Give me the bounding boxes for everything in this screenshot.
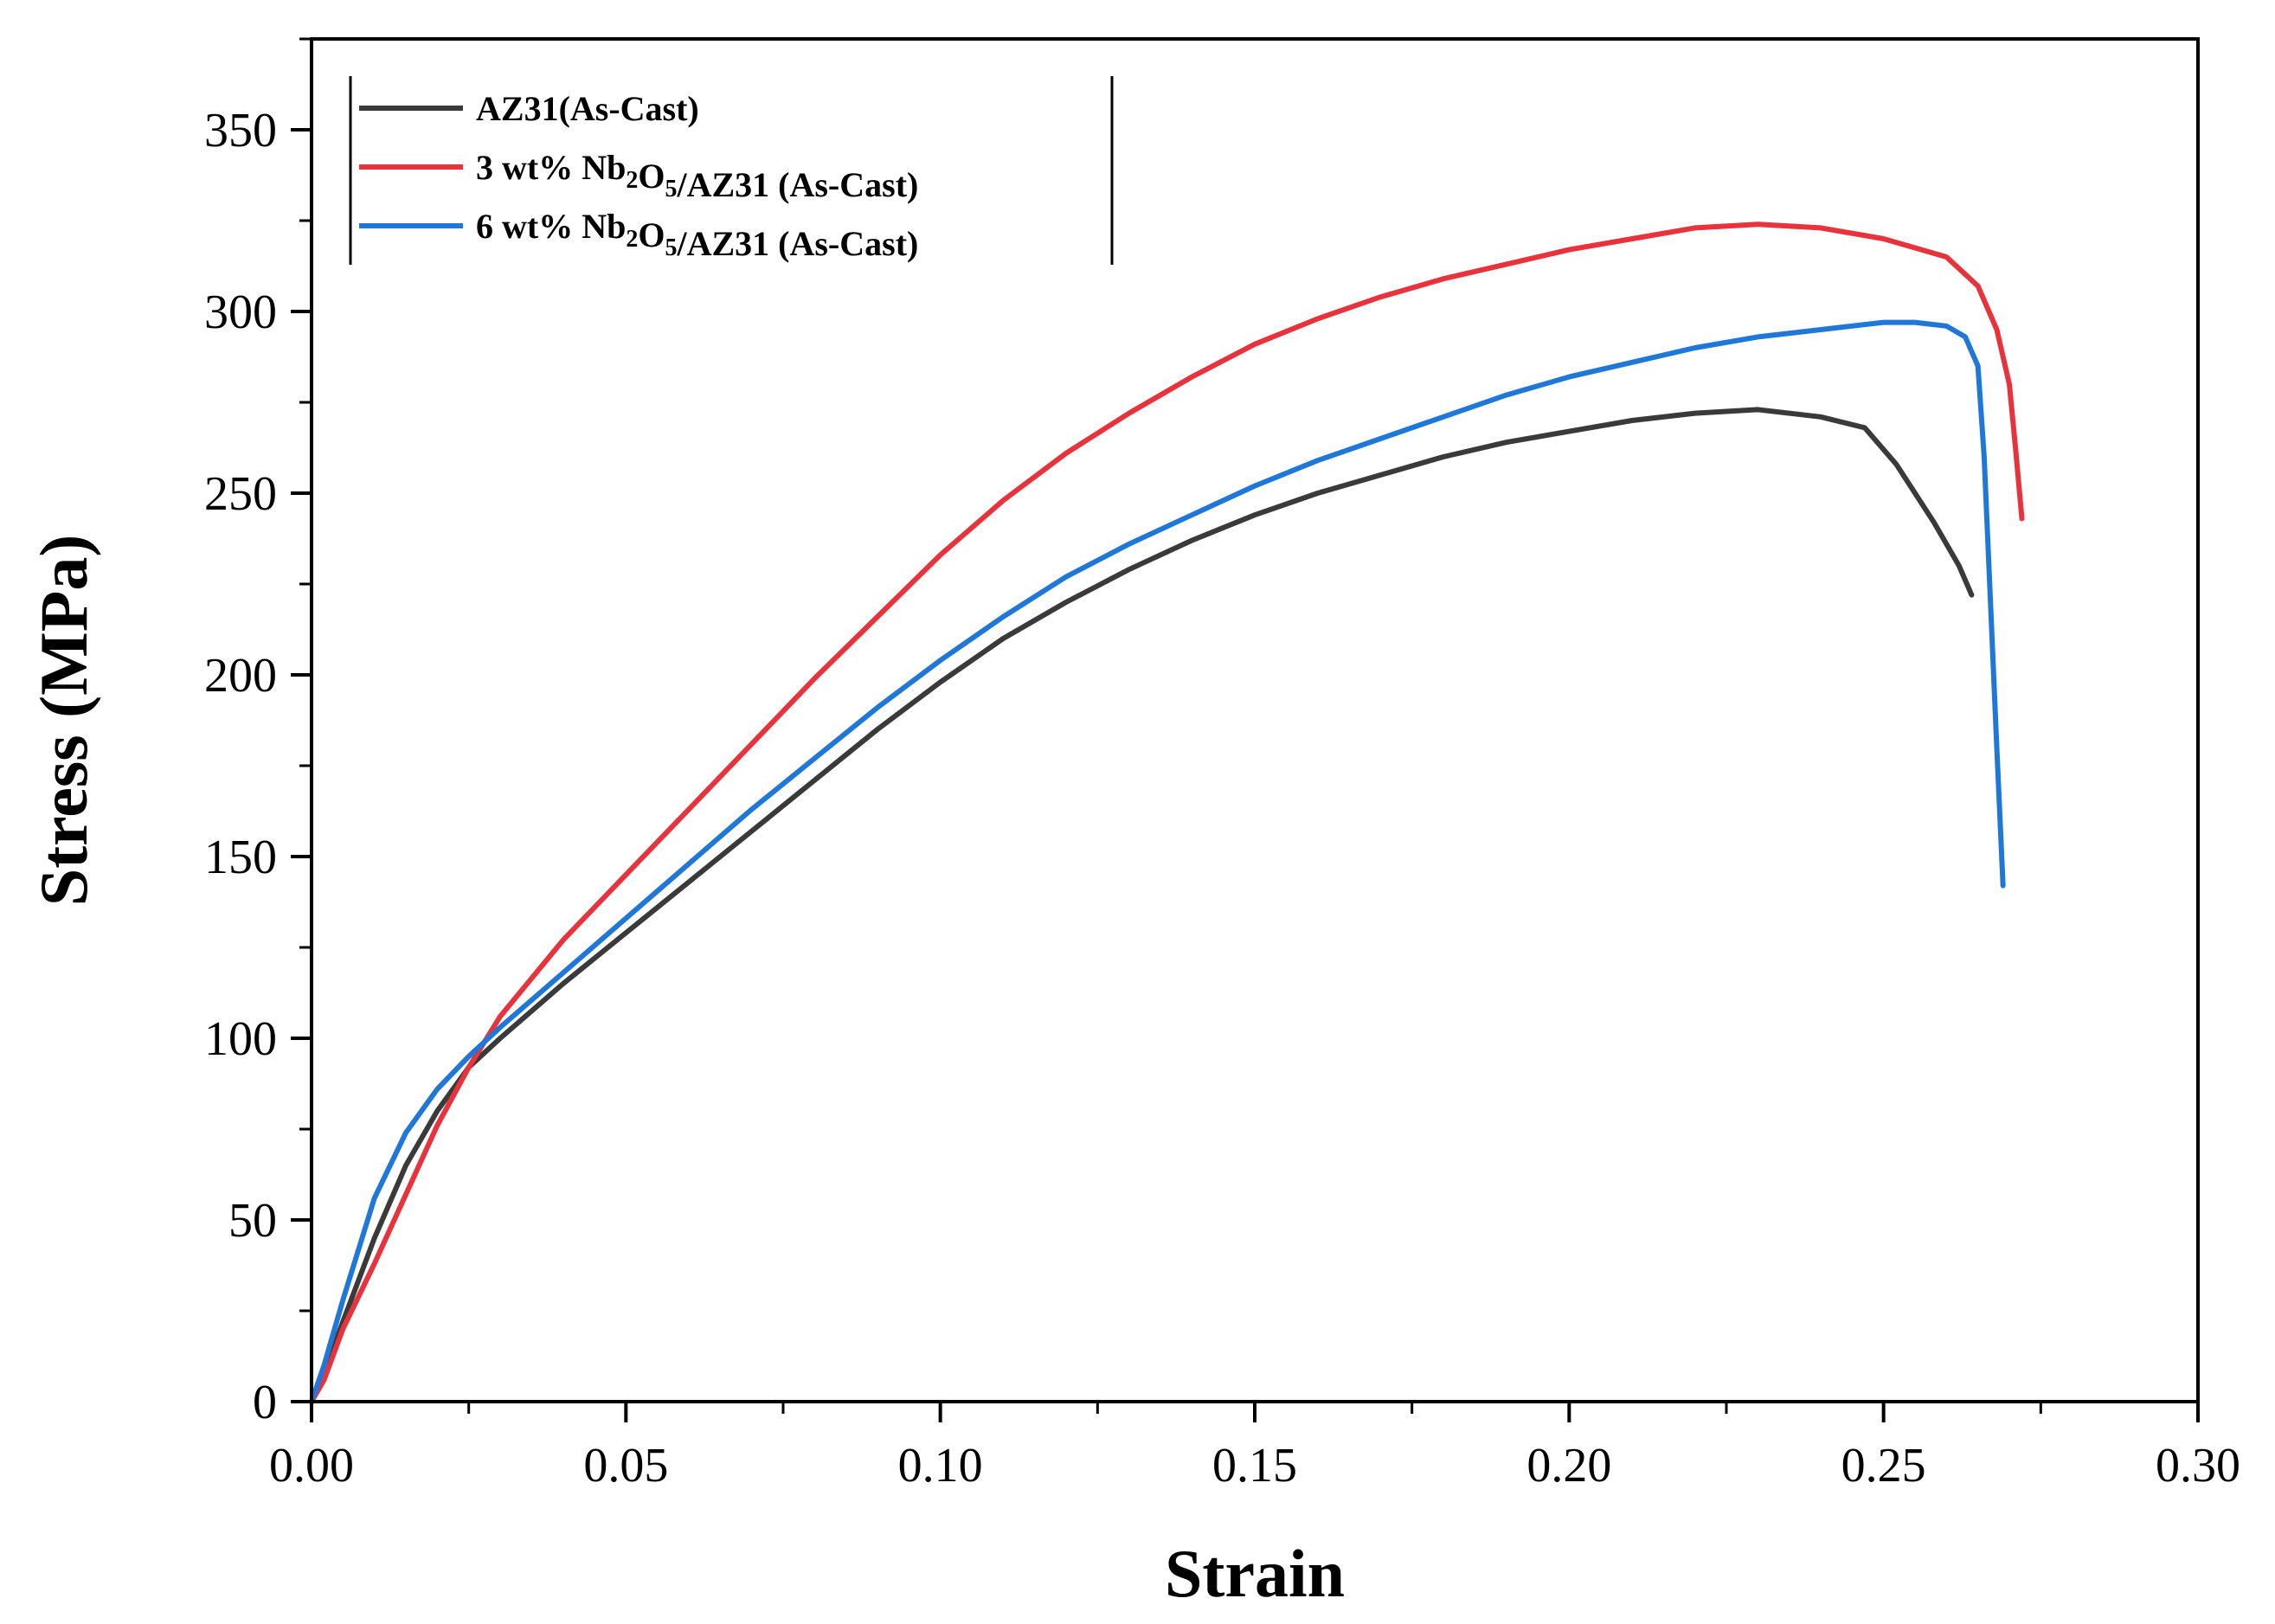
series-line-3 [309, 319, 2006, 1404]
legend-subscript: 5 [665, 234, 677, 261]
legend-text-part: AZ31(As-Cast) [476, 89, 699, 128]
legend-label-2: 3 wt% Nb2O5/AZ31 (As-Cast) [476, 148, 918, 204]
legend-text-part: /AZ31 (As-Cast) [676, 165, 918, 204]
x-axis-title: Strain [1165, 1536, 1345, 1611]
y-tick-label: 150 [204, 831, 277, 884]
x-tick-label: 0.00 [269, 1439, 354, 1492]
y-tick-label: 50 [228, 1194, 277, 1248]
legend-text-part: 3 wt% Nb [476, 148, 626, 187]
legend-label-1: AZ31(As-Cast) [476, 89, 699, 128]
y-tick-label: 250 [204, 467, 277, 521]
legend-text-part: O [638, 215, 665, 254]
x-tick-label: 0.05 [583, 1439, 668, 1492]
series-lines [309, 221, 2025, 1404]
x-tick-label: 0.15 [1212, 1439, 1297, 1492]
x-tick-label: 0.20 [1526, 1439, 1611, 1492]
series-line-2 [309, 221, 2025, 1404]
y-tick-label: 200 [204, 649, 277, 703]
legend-label-3: 6 wt% Nb2O5/AZ31 (As-Cast) [476, 207, 918, 263]
legend-subscript: 2 [626, 226, 638, 253]
axis-tick-labels: 0.00 0.05 0.10 0.15 0.20 0.25 0.30 0 50 100 150 200… [204, 104, 2240, 1492]
axis-ticks [291, 37, 2200, 1422]
y-tick-label: 100 [204, 1012, 277, 1066]
legend: AZ31(As-Cast)3 wt% Nb2O5/AZ31 (As-Cast)6… [349, 76, 1114, 265]
y-tick-label: 350 [204, 104, 277, 157]
y-tick-label: 0 [253, 1376, 277, 1429]
y-tick-label: 300 [204, 286, 277, 339]
legend-subscript: 2 [626, 167, 638, 194]
legend-text-part: /AZ31 (As-Cast) [676, 224, 918, 263]
legend-text-part: O [638, 157, 665, 196]
x-tick-label: 0.30 [2156, 1439, 2240, 1492]
legend-subscript: 5 [665, 176, 677, 202]
x-tick-label: 0.25 [1841, 1439, 1926, 1492]
x-tick-label: 0.10 [898, 1439, 983, 1492]
legend-text-part: 6 wt% Nb [476, 207, 626, 246]
series-line-1 [309, 407, 1975, 1404]
y-axis-title: Stress (MPa) [26, 535, 101, 907]
